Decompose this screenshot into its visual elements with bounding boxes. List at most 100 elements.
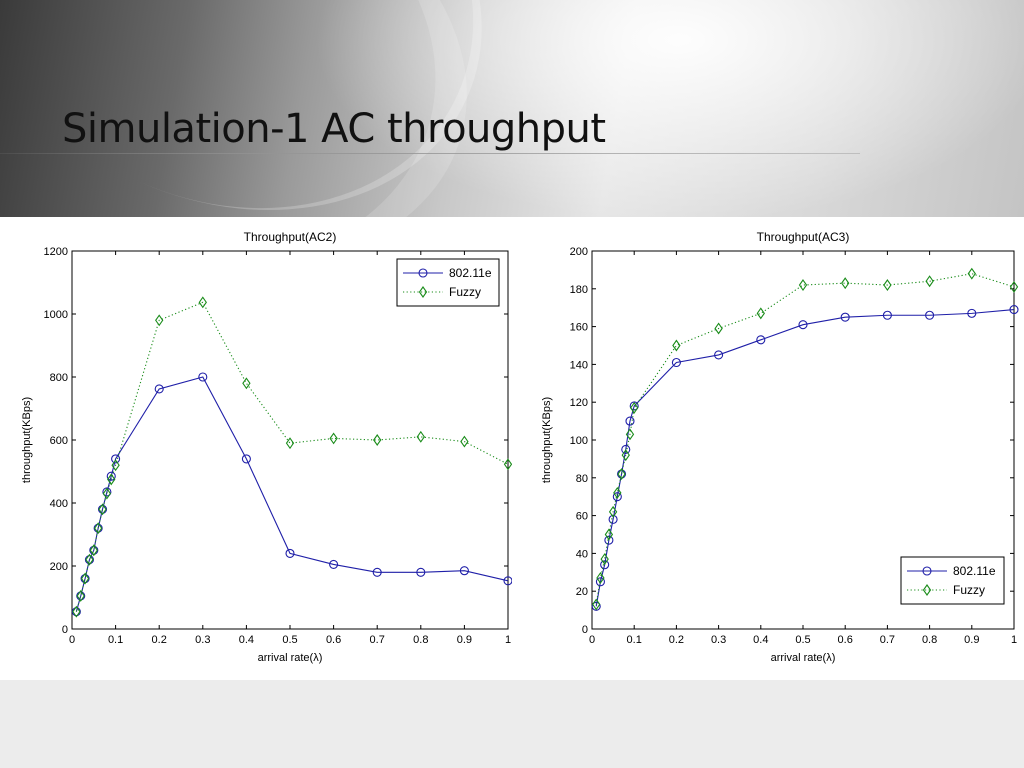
plot-area-frame xyxy=(71,250,509,630)
y-tick-label: 140 xyxy=(570,359,588,371)
y-tick-label: 400 xyxy=(50,498,68,510)
data-point-fuzzy xyxy=(630,401,639,414)
data-point-80211e xyxy=(106,471,116,481)
data-point-80211e xyxy=(372,567,382,577)
y-tick-label: 200 xyxy=(570,246,588,258)
data-point-fuzzy xyxy=(198,296,207,309)
y-tick-label: 600 xyxy=(50,435,68,447)
slide-footer-band xyxy=(0,680,1024,768)
legend-marker-fuzzy xyxy=(922,584,932,596)
x-tick-label: 0.6 xyxy=(838,634,853,646)
data-point-fuzzy xyxy=(608,505,618,518)
data-point-fuzzy xyxy=(596,572,605,584)
data-point-fuzzy xyxy=(604,528,614,541)
legend-label: 802.11e xyxy=(953,564,996,578)
data-point-fuzzy xyxy=(111,459,120,472)
data-point-80211e xyxy=(612,492,622,502)
y-tick-label: 120 xyxy=(570,397,588,409)
data-point-80211e xyxy=(1009,305,1019,315)
data-point-fuzzy xyxy=(617,468,626,480)
data-point-fuzzy xyxy=(714,322,723,335)
data-point-fuzzy xyxy=(600,553,609,566)
y-tick-label: 180 xyxy=(570,284,588,296)
x-axis-label: arrival rate(λ) xyxy=(771,652,836,664)
legend-box xyxy=(396,258,500,307)
legend-marker-fuzzy xyxy=(418,286,428,298)
data-point-80211e xyxy=(756,335,766,345)
data-point-fuzzy xyxy=(85,553,94,566)
x-axis-label: arrival rate(λ) xyxy=(258,652,323,664)
data-point-80211e xyxy=(595,577,605,587)
x-tick-label: 0.5 xyxy=(795,634,810,646)
chart-ac3: Throughput(AC3) 0 0.1 0.2 0.3 0.4 0.5 0.6 0.7 0.8… xyxy=(541,230,1019,664)
y-tick-label: 0 xyxy=(62,624,68,636)
legend-label: Fuzzy xyxy=(953,583,985,597)
y-axis-label: throughput(KBps) xyxy=(541,397,553,483)
x-tick-label: 0.9 xyxy=(964,634,979,646)
chart-panel-ac3: Throughput(AC3) 0 0.1 0.2 0.3 0.4 0.5 0.6 0.7 0.8… xyxy=(512,217,1024,680)
data-point-80211e xyxy=(798,320,808,330)
data-point-fuzzy xyxy=(613,486,622,499)
data-point-80211e xyxy=(882,310,892,320)
legend-label: Fuzzy xyxy=(449,285,481,299)
data-point-80211e xyxy=(329,559,339,569)
data-point-80211e xyxy=(600,560,610,570)
data-point-80211e xyxy=(111,454,121,464)
data-point-fuzzy xyxy=(503,458,512,471)
data-point-80211e xyxy=(459,566,469,576)
x-tick-label: 0.7 xyxy=(370,634,385,646)
x-tick-label: 0.1 xyxy=(627,634,642,646)
data-point-fuzzy xyxy=(756,307,765,320)
chart-title: Throughput(AC2) xyxy=(244,230,337,244)
x-tick-label: 1 xyxy=(1011,634,1017,646)
x-tick-label: 0.8 xyxy=(922,634,937,646)
series-line-80211e xyxy=(75,376,509,612)
data-point-fuzzy xyxy=(883,279,892,291)
x-tick-label: 0.7 xyxy=(880,634,895,646)
data-point-fuzzy xyxy=(107,473,116,486)
data-point-80211e xyxy=(714,350,724,360)
data-point-fuzzy xyxy=(76,589,85,602)
data-point-fuzzy xyxy=(102,487,112,500)
title-underline xyxy=(0,153,860,154)
data-point-80211e xyxy=(925,310,935,320)
data-point-80211e xyxy=(608,514,618,524)
x-tick-label: 0.8 xyxy=(413,634,428,646)
data-point-fuzzy xyxy=(373,434,382,446)
data-point-80211e xyxy=(625,416,635,426)
data-point-fuzzy xyxy=(242,377,251,390)
x-tick-label: 0.4 xyxy=(239,634,254,646)
data-point-80211e xyxy=(840,312,850,322)
data-point-fuzzy xyxy=(1009,280,1019,293)
data-point-fuzzy xyxy=(285,437,295,450)
y-tick-label: 100 xyxy=(570,435,588,447)
chart-title: Throughput(AC3) xyxy=(757,230,850,244)
slide-title: Simulation-1 AC throughput xyxy=(62,106,606,152)
data-point-fuzzy xyxy=(925,275,934,288)
y-tick-label: 160 xyxy=(570,322,588,334)
data-point-fuzzy xyxy=(89,544,98,557)
y-tick-label: 0 xyxy=(582,624,588,636)
legend-box xyxy=(900,556,1005,605)
chart-ac2: Throughput(AC2) 0 0.1 0.2 0.3 0.4 0.5 0.6 0.7 0.8… xyxy=(21,230,512,664)
data-point-fuzzy xyxy=(72,605,81,618)
y-tick-label: 800 xyxy=(50,372,68,384)
y-tick-label: 60 xyxy=(576,511,588,523)
data-point-80211e xyxy=(416,567,426,577)
legend-marker-80211e xyxy=(922,566,932,576)
series-line-fuzzy xyxy=(595,273,1015,605)
data-point-fuzzy xyxy=(967,267,976,280)
series-line-fuzzy xyxy=(75,301,509,612)
data-point-fuzzy xyxy=(98,503,107,516)
data-point-fuzzy xyxy=(80,572,90,585)
y-tick-label: 20 xyxy=(576,586,588,598)
legend-label: 802.11e xyxy=(449,266,492,280)
data-point-fuzzy xyxy=(841,277,850,290)
x-tick-label: 0.1 xyxy=(108,634,123,646)
x-tick-label: 0.3 xyxy=(711,634,726,646)
data-point-fuzzy xyxy=(625,428,635,441)
data-point-fuzzy xyxy=(460,435,469,448)
x-tick-label: 0.9 xyxy=(457,634,472,646)
chart-panel-ac2: Throughput(AC2) 0 0.1 0.2 0.3 0.4 0.5 0.6 0.7 0.8… xyxy=(0,217,512,680)
x-tick-label: 1 xyxy=(505,634,511,646)
